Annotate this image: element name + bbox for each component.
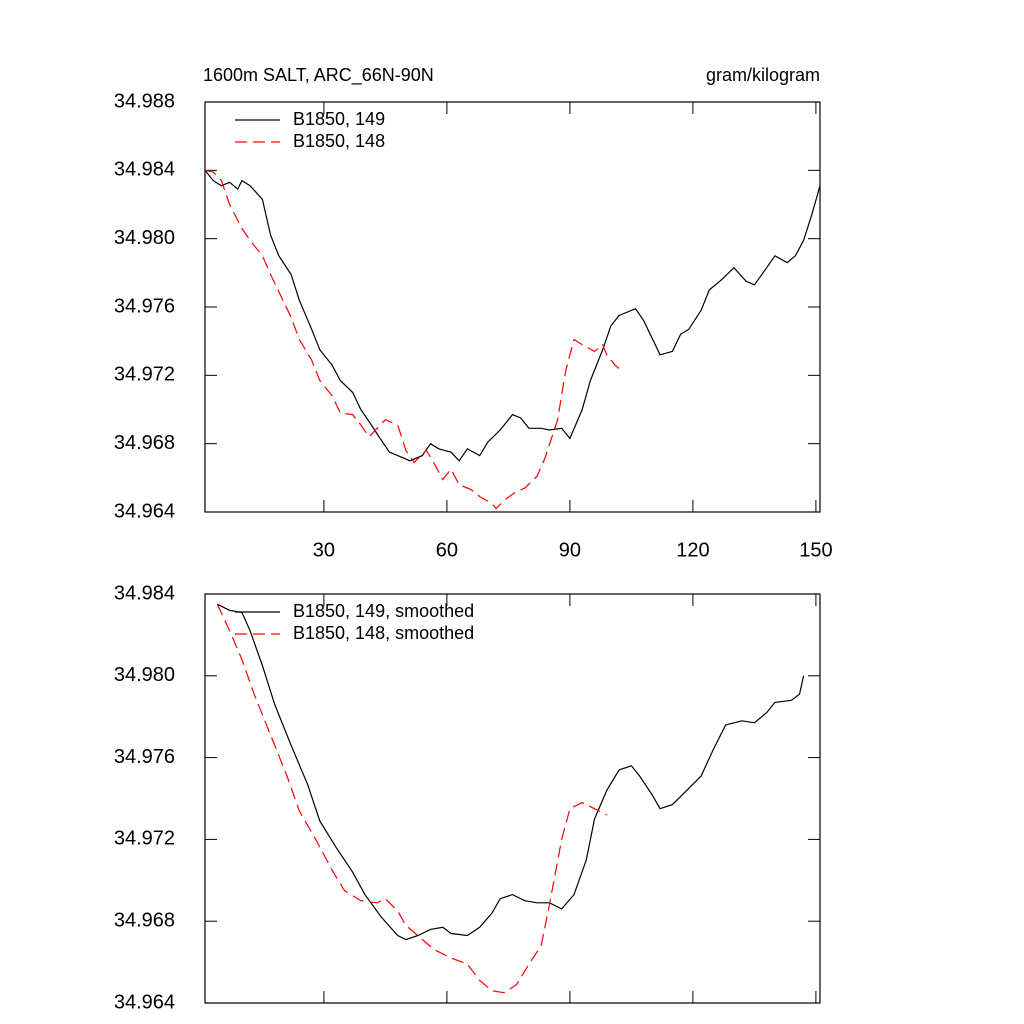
y-tick-label: 34.964 <box>114 991 175 1013</box>
y-tick-label: 34.988 <box>114 90 175 112</box>
legend-label: B1850, 149, smoothed <box>293 601 474 621</box>
y-tick-label: 34.984 <box>114 582 175 604</box>
y-tick-label: 34.980 <box>114 227 175 249</box>
chart-title: 1600m SALT, ARC_66N-90N <box>203 65 434 86</box>
plot-frame <box>204 593 821 1004</box>
y-tick-label: 34.972 <box>114 828 175 850</box>
legend-label: B1850, 148, smoothed <box>293 623 474 643</box>
y-tick-label: 34.968 <box>114 909 175 931</box>
data-line <box>204 169 821 462</box>
x-tick-label: 60 <box>436 539 458 561</box>
y-tick-label: 34.976 <box>114 746 175 768</box>
x-tick-label: 90 <box>559 539 581 561</box>
y-tick-label: 34.964 <box>114 500 175 522</box>
units-label: gram/kilogram <box>706 65 820 85</box>
x-tick-label: 150 <box>799 539 832 561</box>
data-line <box>217 603 805 941</box>
x-tick-label: 30 <box>313 539 335 561</box>
x-tick-label: 120 <box>676 539 709 561</box>
y-tick-label: 34.968 <box>114 432 175 454</box>
data-line <box>216 603 608 994</box>
legend-label: B1850, 148 <box>293 131 385 151</box>
y-tick-label: 34.980 <box>114 664 175 686</box>
y-tick-label: 34.984 <box>114 159 175 181</box>
y-tick-label: 34.976 <box>114 295 175 317</box>
y-tick-label: 34.972 <box>114 364 175 386</box>
legend-label: B1850, 149 <box>293 109 385 129</box>
